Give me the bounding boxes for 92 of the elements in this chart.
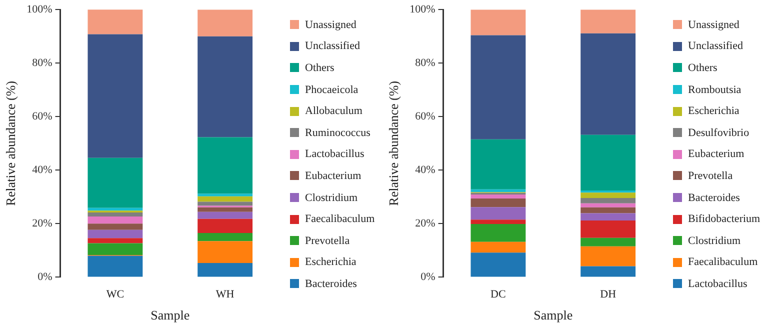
bar <box>88 208 143 211</box>
bar <box>88 230 143 238</box>
bar <box>580 246 636 266</box>
y-tick-label: 100% <box>26 3 52 16</box>
bar <box>580 10 636 34</box>
legend-label: Unassigned <box>688 18 740 31</box>
legend-label: Eubacterium <box>305 170 362 182</box>
bar <box>470 252 526 277</box>
bar <box>470 198 526 208</box>
legend-label: Faecalibaculum <box>305 213 375 226</box>
y-tick-label: 80% <box>415 57 436 70</box>
bar <box>198 36 253 138</box>
legend-label: Romboutsia <box>688 84 742 96</box>
bar <box>88 224 143 230</box>
legend-label: Others <box>688 62 718 74</box>
bar <box>198 194 253 196</box>
y-tick-label: 20% <box>415 218 436 230</box>
bar <box>470 189 526 192</box>
bar <box>88 212 143 216</box>
bar <box>580 220 636 238</box>
bar <box>88 34 143 158</box>
bar <box>580 192 636 198</box>
bar <box>470 10 526 36</box>
x-axis-title: Sample <box>534 308 573 323</box>
legend-label: Bacteroides <box>688 192 740 204</box>
legend-label: Escherichia <box>688 105 740 118</box>
y-tick-label: 0% <box>420 271 436 284</box>
bar <box>198 137 253 194</box>
legend-label: Phocaeicola <box>305 84 358 96</box>
y-tick-label: 20% <box>32 218 52 230</box>
bar <box>88 243 143 255</box>
bar <box>198 263 253 277</box>
bar <box>580 198 636 204</box>
bar <box>580 134 636 190</box>
bar <box>470 35 526 140</box>
legend-label: Clostridium <box>305 192 358 204</box>
legend-label: Escherichia <box>305 256 356 268</box>
y-tick-label: 0% <box>38 271 52 284</box>
legend-label: Bacteroides <box>305 278 357 290</box>
legend-label: Unclassified <box>305 40 360 52</box>
legend-label: Unassigned <box>305 18 356 31</box>
bar <box>198 196 253 202</box>
legend-label: Prevotella <box>688 170 733 182</box>
x-tick-label: DC <box>490 288 506 301</box>
x-axis-title: Sample <box>150 308 190 323</box>
bar <box>88 158 143 208</box>
bar <box>470 139 526 190</box>
legend-label: Eubacterium <box>688 148 744 160</box>
legend-label: Faecalibaculum <box>688 256 758 268</box>
bar <box>88 256 143 277</box>
legend-label: Clostridium <box>688 234 741 247</box>
bar <box>198 241 253 264</box>
bar <box>470 224 526 242</box>
y-tick-label: 60% <box>32 110 52 123</box>
legend-label: Allobaculum <box>305 105 362 118</box>
x-tick-label: DH <box>600 288 616 301</box>
legend-label: Prevotella <box>305 234 350 247</box>
bar <box>88 216 143 224</box>
bar <box>580 203 636 208</box>
bar <box>470 207 526 220</box>
legend-label: Ruminococcus <box>305 126 370 139</box>
legend-label: Unclassified <box>688 40 743 52</box>
x-tick-label: WC <box>106 288 124 301</box>
bar <box>198 233 253 242</box>
bar <box>88 10 143 34</box>
y-tick-label: 100% <box>410 3 436 16</box>
bar <box>198 202 253 206</box>
bar <box>580 207 636 214</box>
x-tick-label: WH <box>216 288 234 301</box>
legend-label: Others <box>305 62 334 74</box>
bar <box>580 33 636 135</box>
bar <box>88 238 143 244</box>
bar <box>470 194 526 199</box>
bar <box>470 242 526 253</box>
y-axis-title: Relative abundance (%) <box>3 80 18 206</box>
legend-label: Bifidobacterium <box>688 213 760 226</box>
legend-label: Lactobacillus <box>688 278 748 290</box>
bar <box>580 238 636 246</box>
y-tick-label: 40% <box>32 164 52 176</box>
bar <box>198 212 253 219</box>
y-axis-title: Relative abundance (%) <box>386 80 402 206</box>
bar <box>470 220 526 224</box>
legend-label: Desulfovibrio <box>688 126 750 139</box>
legend-label: Lactobacillus <box>305 148 364 160</box>
bar <box>198 218 253 234</box>
y-tick-label: 80% <box>32 57 52 70</box>
bar <box>198 10 253 36</box>
bar <box>580 266 636 277</box>
y-tick-label: 60% <box>415 110 436 123</box>
bar <box>198 207 253 212</box>
bar <box>580 213 636 220</box>
y-tick-label: 40% <box>415 164 436 176</box>
